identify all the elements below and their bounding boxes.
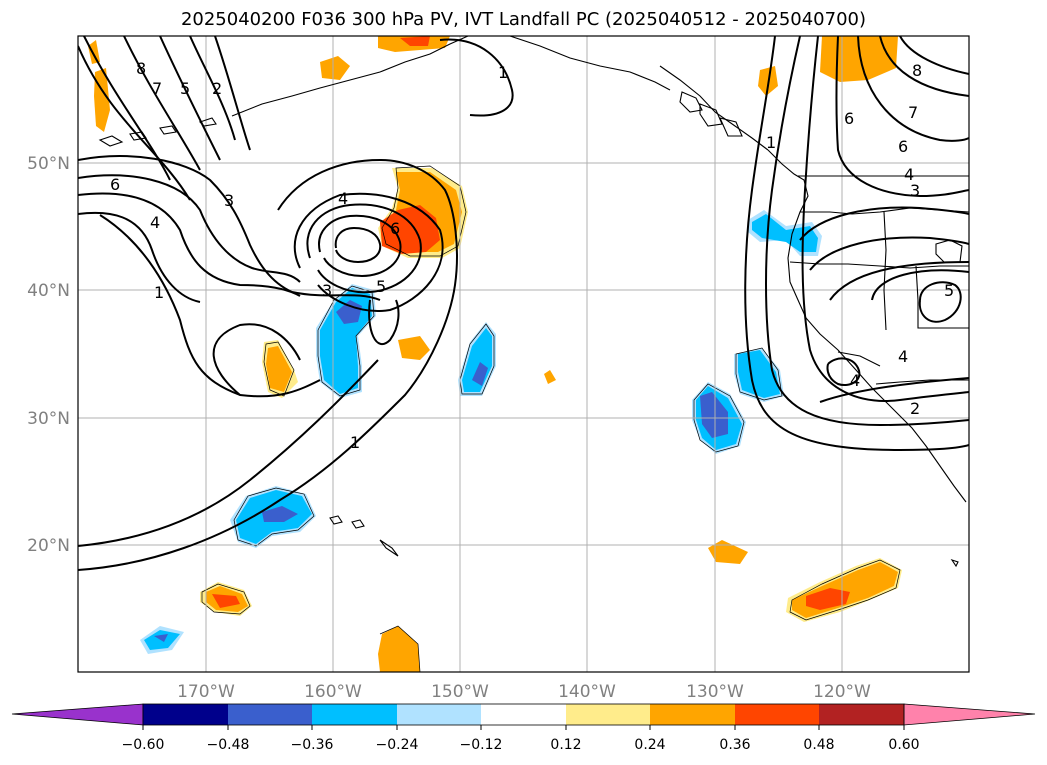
contour-label: 6: [390, 219, 400, 238]
contour-label: 4: [904, 165, 914, 184]
lon-tick-label: 160°W: [304, 682, 362, 702]
contour-label: 4: [850, 371, 860, 390]
contour-label: 8: [912, 61, 922, 80]
colorbar-tick-label: −0.24: [376, 737, 419, 753]
colorbar-segment: [143, 704, 228, 725]
colorbar-segment: [397, 704, 481, 725]
contour-label: 4: [150, 213, 160, 232]
colorbar-tick-label: 0.36: [719, 737, 750, 753]
contour-label: 6: [898, 137, 908, 156]
lon-tick-label: 140°W: [558, 682, 616, 702]
colorbar-tick-label: 0.24: [634, 737, 665, 753]
contour-label: 2: [212, 79, 222, 98]
contour-label: 5: [944, 281, 954, 300]
longitude-labels: 170°W 160°W 150°W 140°W 130°W 120°W: [177, 682, 871, 702]
graticule: [78, 36, 969, 672]
colorbar-tick-label: 0.48: [803, 737, 834, 753]
contour-label: 1: [498, 63, 508, 82]
colorbar-segment: [566, 704, 650, 725]
colorbar-segment: [228, 704, 312, 725]
lon-tick-label: 150°W: [431, 682, 489, 702]
contour-label: 7: [908, 103, 918, 122]
colorbar-tick-label: 0.60: [888, 737, 919, 753]
colorbar: −0.60 −0.48 −0.36 −0.24 −0.12 0.12 0.24 …: [11, 703, 1036, 753]
contour-label: 6: [110, 175, 120, 194]
contour-label: 3: [322, 281, 332, 300]
contour-label: 3: [910, 181, 920, 200]
contour-label: 5: [376, 277, 386, 296]
lon-tick-label: 130°W: [686, 682, 744, 702]
contour-label: 6: [844, 109, 854, 128]
map-frame: [77, 35, 970, 673]
map-title: 2025040200 F036 300 hPa PV, IVT Landfall…: [180, 9, 867, 30]
colorbar-tick-label: −0.36: [291, 737, 334, 753]
colorbar-tick-label: −0.12: [460, 737, 503, 753]
colorbar-extend-left: [11, 703, 144, 726]
contour-label: 4: [338, 189, 348, 208]
lat-tick-label: 30°N: [27, 409, 70, 429]
colorbar-tick-label: 0.12: [550, 737, 581, 753]
contour-label: 7: [152, 79, 162, 98]
lon-tick-label: 170°W: [177, 682, 235, 702]
contour-label: 3: [224, 191, 234, 210]
contour-label: 2: [910, 399, 920, 418]
contour-label: 1: [154, 283, 164, 302]
colorbar-extend-right: [903, 703, 1036, 726]
contour-label: 5: [180, 79, 190, 98]
colorbar-tick-label: −0.60: [122, 737, 165, 753]
latitude-labels: 50°N 40°N 30°N 20°N: [27, 154, 70, 556]
lon-tick-label: 120°W: [813, 682, 871, 702]
pv-contours: [78, 36, 969, 571]
contour-label-group: 8 7 5 2 1 6 4 3 1 4 6 3 5 1 1 6 8 7 6 4 …: [110, 59, 954, 452]
contour-label: 8: [136, 59, 146, 78]
colorbar-tick-label: −0.48: [207, 737, 250, 753]
colorbar-segment: [312, 704, 397, 725]
lat-tick-label: 20°N: [27, 536, 70, 556]
contour-label: 1: [350, 433, 360, 452]
colorbar-segment: [481, 704, 566, 725]
colorbar-segment: [819, 704, 904, 725]
contour-label: 1: [766, 133, 776, 152]
colorbar-segment: [650, 704, 735, 725]
lat-tick-label: 40°N: [27, 281, 70, 301]
anomaly-outline: [201, 165, 901, 672]
colorbar-segment: [735, 704, 819, 725]
contour-label: 4: [898, 347, 908, 366]
lat-tick-label: 50°N: [27, 154, 70, 174]
